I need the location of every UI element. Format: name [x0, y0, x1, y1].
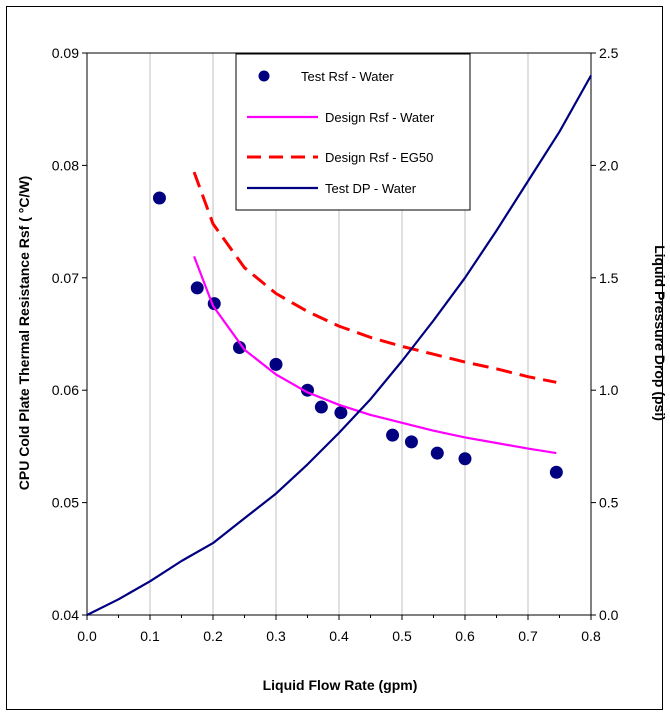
- x-tick-label: 0.4: [329, 628, 349, 644]
- data-point: [232, 340, 246, 354]
- x-tick-label: 0.0: [77, 628, 97, 644]
- legend-marker: [258, 70, 270, 82]
- data-point: [314, 400, 328, 414]
- data-point: [458, 452, 472, 466]
- axes: 0.0 0.1 0.2 0.3 0.4 0.5 0.6 0.7 0.8 0.04 0.05 0.06 0…: [52, 45, 619, 644]
- left-axis-title: CPU Cold Plate Thermal Resistance Rsf ( …: [16, 176, 32, 490]
- data-point: [549, 465, 563, 479]
- x-tick-label: 0.3: [266, 628, 286, 644]
- data-point: [404, 435, 418, 449]
- x-tick-label: 0.8: [581, 628, 601, 644]
- left-y-tick-label: 0.09: [52, 45, 79, 61]
- right-y-tick-label: 0.5: [599, 495, 619, 511]
- left-y-tick-label: 0.05: [52, 495, 79, 511]
- data-point: [386, 428, 400, 442]
- left-y-tick-label: 0.06: [52, 382, 79, 398]
- right-y-tick-label: 2.5: [599, 45, 619, 61]
- legend-label: Design Rsf - EG50: [325, 150, 433, 165]
- legend-label: Design Rsf - Water: [325, 110, 435, 125]
- x-tick-label: 0.7: [518, 628, 538, 644]
- x-tick-label: 0.1: [140, 628, 160, 644]
- data-point: [152, 191, 166, 205]
- x-axis-title: Liquid Flow Rate (gpm): [263, 677, 418, 693]
- series-line-1: [193, 256, 557, 455]
- legend-label: Test Rsf - Water: [301, 69, 394, 84]
- series-line-2: [192, 171, 557, 384]
- right-y-tick-label: 1.5: [599, 270, 619, 286]
- data-point: [269, 357, 283, 371]
- left-y-tick-label: 0.04: [52, 607, 79, 623]
- left-y-tick-label: 0.08: [52, 157, 79, 173]
- series-line-3: [86, 74, 592, 616]
- data-point: [190, 281, 204, 295]
- x-tick-label: 0.5: [392, 628, 412, 644]
- left-y-tick-label: 0.07: [52, 270, 79, 286]
- right-axis-title: Liquid Pressure Drop (psi): [652, 245, 668, 421]
- x-tick-label: 0.2: [203, 628, 223, 644]
- right-y-tick-label: 1.0: [599, 382, 619, 398]
- right-y-tick-label: 2.0: [599, 157, 619, 173]
- data-point: [334, 406, 348, 420]
- legend: Test Rsf - Water Design Rsf - Water Design…: [235, 53, 471, 211]
- right-y-tick-label: 0.0: [599, 607, 619, 623]
- series-layer: [86, 74, 592, 616]
- legend-box: [235, 53, 471, 211]
- x-tick-label: 0.6: [455, 628, 475, 644]
- legend-label: Test DP - Water: [325, 181, 417, 196]
- data-point: [430, 446, 444, 460]
